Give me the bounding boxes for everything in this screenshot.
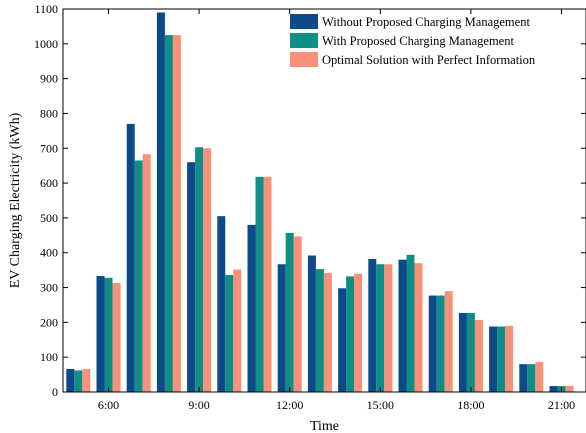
bar-series-2-slot-11 xyxy=(376,264,385,392)
y-tick-label: 0 xyxy=(52,385,58,399)
y-tick-label: 500 xyxy=(40,211,58,225)
bar-series-2-slot-10 xyxy=(346,276,355,392)
bar-series-3-slot-5 xyxy=(203,148,212,392)
bar-series-3-slot-8 xyxy=(293,236,302,392)
y-axis: 0 100 200 300 400 500 600 700 800 900 1000 1100 xyxy=(34,2,586,399)
bar-series-3-slot-14 xyxy=(474,319,483,392)
bar-series-2-slot-6 xyxy=(225,275,234,392)
bar-series-1-slot-11 xyxy=(368,258,377,392)
plot-frame xyxy=(62,8,586,393)
bar-series-2-slot-15 xyxy=(497,326,506,392)
bar-series-3-slot-16 xyxy=(535,362,544,392)
bar-series-1-slot-10 xyxy=(338,288,347,392)
bar-series-2-slot-8 xyxy=(285,232,294,392)
bar-series-1-slot-14 xyxy=(458,312,467,392)
bar-series-2-slot-9 xyxy=(315,269,324,392)
y-tick-label: 600 xyxy=(40,176,58,190)
bar-series-3-slot-9 xyxy=(323,272,332,392)
y-tick-label: 200 xyxy=(40,315,58,329)
y-tick-label: 800 xyxy=(40,106,58,120)
x-tick-label: 21:00 xyxy=(548,398,575,412)
bar-series-1-slot-16 xyxy=(519,364,528,392)
legend: Without Proposed Charging Management With… xyxy=(290,14,536,67)
bars-group xyxy=(66,12,574,393)
bar-series-1-slot-8 xyxy=(277,264,286,392)
bar-series-1-slot-17 xyxy=(549,386,558,392)
bar-series-1-slot-15 xyxy=(489,326,498,392)
y-tick-label: 700 xyxy=(40,141,58,155)
legend-swatch-3 xyxy=(290,52,318,67)
bar-series-2-slot-2 xyxy=(104,277,113,392)
bar-series-3-slot-1 xyxy=(82,369,91,392)
y-tick-label: 900 xyxy=(40,72,58,86)
x-axis: 6:00 9:00 12:00 15:00 18:00 21:00 xyxy=(98,9,575,412)
legend-label-3: Optimal Solution with Perfect Informatio… xyxy=(322,53,536,67)
legend-swatch-1 xyxy=(290,14,318,29)
bar-series-2-slot-16 xyxy=(527,364,536,392)
bar-series-2-slot-13 xyxy=(436,295,445,392)
legend-label-2: With Proposed Charging Management xyxy=(322,34,514,48)
y-tick-label: 100 xyxy=(40,350,58,364)
bar-series-1-slot-6 xyxy=(217,216,226,392)
bar-series-3-slot-15 xyxy=(505,325,514,392)
bar-series-1-slot-1 xyxy=(66,369,75,392)
x-tick-label: 18:00 xyxy=(457,398,484,412)
bar-series-2-slot-12 xyxy=(406,254,415,392)
bar-series-1-slot-4 xyxy=(156,12,165,392)
y-tick-label: 300 xyxy=(40,281,58,295)
bar-series-3-slot-6 xyxy=(233,269,242,392)
y-tick-label: 1100 xyxy=(34,2,58,16)
bar-series-3-slot-11 xyxy=(384,264,393,392)
bar-series-3-slot-13 xyxy=(444,291,453,392)
bar-series-3-slot-17 xyxy=(565,386,574,392)
bar-series-1-slot-13 xyxy=(428,295,437,392)
y-tick-label: 1000 xyxy=(34,37,58,51)
bar-series-3-slot-3 xyxy=(142,154,151,392)
bar-series-1-slot-9 xyxy=(307,255,316,392)
x-tick-label: 15:00 xyxy=(367,398,394,412)
bar-series-3-slot-2 xyxy=(112,283,121,392)
bar-series-3-slot-7 xyxy=(263,176,272,392)
bar-series-2-slot-1 xyxy=(74,370,83,392)
bar-series-1-slot-12 xyxy=(398,259,407,392)
bar-series-3-slot-4 xyxy=(172,35,181,393)
bar-series-2-slot-3 xyxy=(134,160,143,392)
bar-series-2-slot-4 xyxy=(164,35,173,393)
x-tick-label: 6:00 xyxy=(98,398,119,412)
bar-series-1-slot-5 xyxy=(187,162,196,392)
bar-series-3-slot-10 xyxy=(354,273,363,392)
bar-series-1-slot-2 xyxy=(96,276,105,392)
bar-series-2-slot-14 xyxy=(466,312,475,392)
bar-series-2-slot-5 xyxy=(195,147,204,392)
bar-series-2-slot-7 xyxy=(255,176,264,392)
y-tick-label: 400 xyxy=(40,246,58,260)
bar-series-1-slot-3 xyxy=(126,123,135,393)
bar-series-3-slot-12 xyxy=(414,263,423,392)
y-axis-title: EV Charging Electricity (kWh) xyxy=(8,112,23,288)
legend-swatch-2 xyxy=(290,33,318,48)
legend-label-1: Without Proposed Charging Management xyxy=(322,15,530,29)
bar-series-1-slot-7 xyxy=(247,224,256,392)
x-tick-label: 12:00 xyxy=(276,398,303,412)
x-axis-title: Time xyxy=(310,419,339,433)
x-tick-label: 9:00 xyxy=(188,398,209,412)
